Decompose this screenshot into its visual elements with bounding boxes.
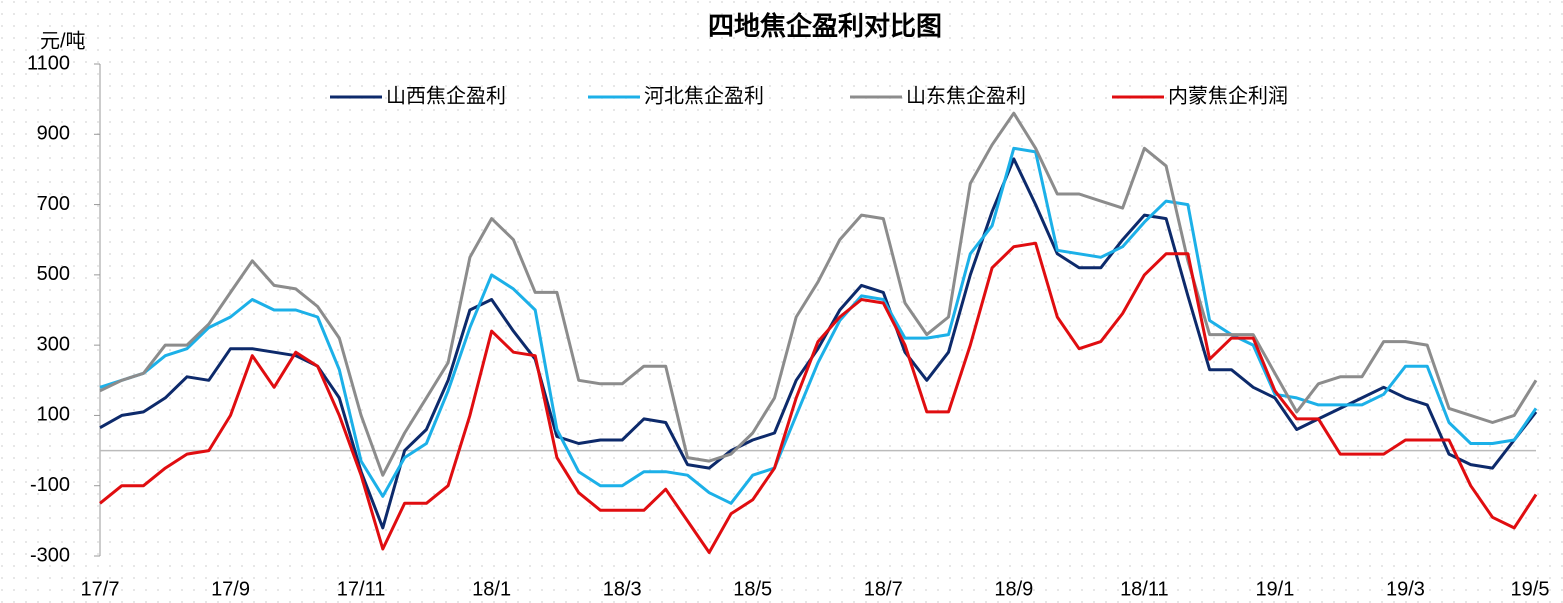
x-tick-label: 17/9	[211, 578, 250, 600]
x-tick-label: 18/5	[733, 578, 772, 600]
series-line	[99, 111, 1538, 477]
x-tick-label: 19/3	[1386, 578, 1425, 600]
y-axis-label: 元/吨	[40, 29, 86, 52]
y-tick-label: 900	[37, 123, 70, 145]
series-line	[99, 157, 1538, 530]
y-tick-label: 500	[37, 263, 70, 285]
x-tick-label: 19/5	[1511, 578, 1550, 600]
chart-title: 四地焦企盈利对比图	[708, 11, 942, 41]
legend-label: 内蒙焦企利润	[1168, 84, 1288, 107]
y-tick-label: 100	[37, 404, 70, 426]
y-tick-label: -100	[30, 474, 70, 496]
y-tick-label: 700	[37, 193, 70, 215]
x-tick-label: 17/7	[81, 578, 120, 600]
series-line	[99, 241, 1538, 554]
x-tick-label: 18/9	[994, 578, 1033, 600]
x-tick-label: 18/11	[1120, 578, 1169, 600]
legend: 山西焦企盈利 河北焦企盈利 山东焦企盈利 内蒙焦企利润	[330, 84, 1288, 107]
y-tick-label: 1100	[27, 52, 70, 74]
legend-label: 山东焦企盈利	[906, 84, 1026, 107]
x-tick-label: 17/11	[337, 578, 386, 600]
legend-label: 河北焦企盈利	[644, 84, 764, 107]
series-line	[99, 146, 1538, 505]
x-tick-label: 18/1	[472, 578, 511, 600]
x-tick-label: 18/7	[864, 578, 903, 600]
y-tick-label: 300	[37, 333, 70, 355]
y-tick-label: -300	[30, 544, 70, 566]
legend-label: 山西焦企盈利	[386, 84, 506, 107]
x-tick-label: 19/1	[1255, 578, 1294, 600]
x-tick-label: 18/3	[603, 578, 642, 600]
